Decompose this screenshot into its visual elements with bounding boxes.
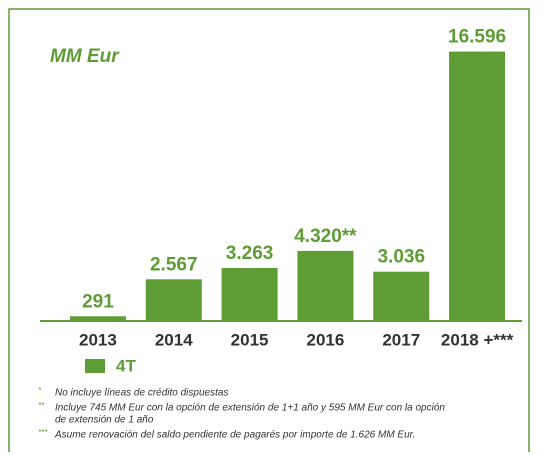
- x-tick-label: 2017: [382, 330, 420, 349]
- value-label: 291: [82, 291, 114, 312]
- footnote-text: de extensión de 1 año: [55, 415, 154, 426]
- bar: [373, 271, 430, 321]
- legend-label: 4T: [116, 356, 136, 375]
- bar: [297, 250, 354, 321]
- frame: [8, 8, 530, 452]
- footnote-text: Incluye 745 MM Eur con la opción de exte…: [55, 403, 445, 414]
- footnote-mark: *: [38, 386, 42, 395]
- x-tick-label: 2015: [231, 330, 269, 349]
- footnote-mark: **: [38, 401, 45, 410]
- x-tick-label: 2013: [79, 330, 117, 349]
- footnote-text: Asume renovación del saldo pendiente de …: [54, 430, 415, 441]
- value-label: 3.036: [377, 247, 425, 268]
- footnote-text: No incluye líneas de crédito dispuestas: [55, 388, 228, 399]
- bar: [449, 51, 506, 322]
- chart-title: MM Eur: [50, 46, 120, 67]
- x-tick-label: 2018 +***: [441, 330, 514, 349]
- bar: [145, 279, 202, 321]
- value-label: 4.320**: [294, 226, 357, 247]
- footnote-mark: ***: [38, 428, 48, 437]
- legend-swatch: [85, 359, 105, 373]
- x-tick-label: 2016: [307, 330, 345, 349]
- bar: [69, 316, 126, 321]
- x-tick-label: 2014: [155, 330, 193, 349]
- value-label: 16.596: [448, 27, 506, 48]
- value-label: 3.263: [226, 243, 274, 264]
- bar: [221, 268, 278, 321]
- value-label: 2.567: [150, 254, 198, 275]
